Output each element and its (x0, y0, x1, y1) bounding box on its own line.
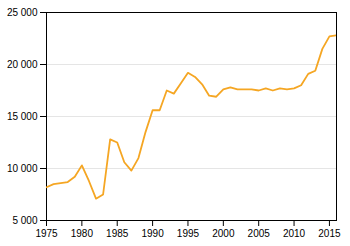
svg-text:2005: 2005 (248, 228, 271, 239)
svg-text:1975: 1975 (35, 228, 58, 239)
svg-text:2015: 2015 (318, 228, 341, 239)
svg-text:20 000: 20 000 (7, 59, 38, 70)
svg-text:10 000: 10 000 (7, 163, 38, 174)
svg-text:15 000: 15 000 (7, 111, 38, 122)
svg-text:1985: 1985 (106, 228, 129, 239)
svg-text:2000: 2000 (212, 228, 235, 239)
svg-text:25 000: 25 000 (7, 7, 38, 18)
svg-text:1995: 1995 (177, 228, 200, 239)
svg-text:2010: 2010 (283, 228, 306, 239)
svg-text:1990: 1990 (141, 228, 164, 239)
svg-text:1980: 1980 (71, 228, 94, 239)
svg-text:5 000: 5 000 (12, 215, 37, 226)
